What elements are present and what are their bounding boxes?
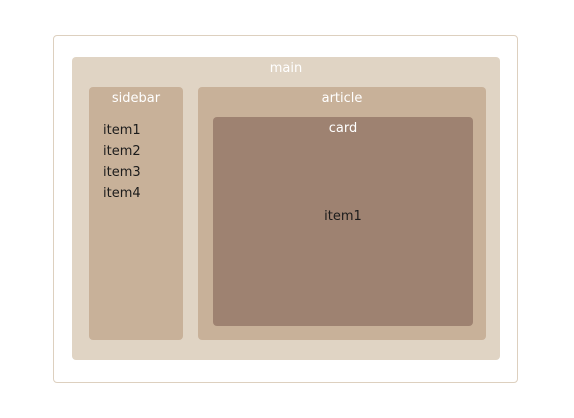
card-item: item1 — [324, 209, 362, 224]
card-region: card item1 — [213, 117, 473, 326]
card-label: card — [328, 121, 358, 136]
main-label: main — [269, 61, 303, 76]
article-label: article — [321, 91, 363, 106]
sidebar-item: item2 — [103, 144, 141, 159]
sidebar-item: item3 — [103, 165, 141, 180]
sidebar-item: item1 — [103, 123, 141, 138]
sidebar-region: sidebar item1 item2 item3 item4 — [89, 87, 183, 340]
sidebar-list: item1 item2 item3 item4 — [103, 120, 141, 204]
sidebar-item: item4 — [103, 186, 141, 201]
sidebar-label: sidebar — [111, 91, 161, 106]
